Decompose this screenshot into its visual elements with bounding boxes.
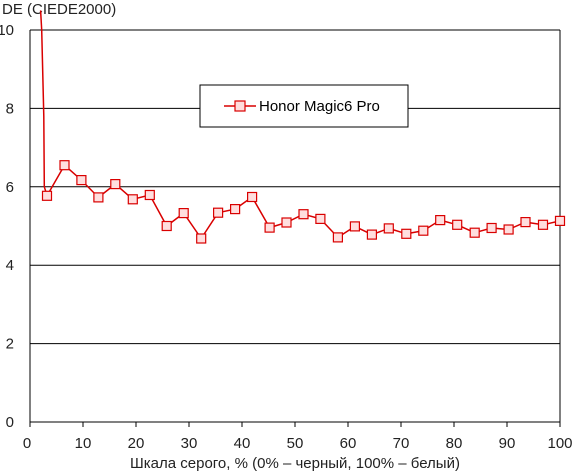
data-point [332, 232, 343, 243]
data-point [213, 207, 224, 218]
x-tick-label-50: 50 [287, 435, 304, 452]
data-point [281, 217, 292, 228]
data-point [452, 219, 463, 230]
x-tick-label-30: 30 [181, 435, 198, 452]
data-point [435, 215, 446, 226]
x-tick-label-70: 70 [393, 435, 410, 452]
data-point [178, 208, 189, 219]
data-point [503, 224, 514, 235]
data-point [349, 221, 360, 232]
y-tick-label-8: 8 [6, 100, 14, 117]
data-point [264, 222, 275, 233]
y-tick-label-2: 2 [6, 336, 14, 353]
x-tick-label-0: 0 [23, 435, 31, 452]
x-tick-label-60: 60 [340, 435, 357, 452]
data-point [110, 179, 121, 190]
data-point [247, 191, 258, 203]
data-point [93, 192, 104, 203]
y-tick-label-10: 10 [0, 22, 14, 39]
x-tick-label-80: 80 [446, 435, 463, 452]
x-tick-label-10: 10 [75, 435, 92, 452]
x-axis-title: Шкала серого, % (0% – черный, 100% – бел… [130, 455, 460, 472]
data-point [76, 175, 87, 186]
y-axis-title: DE (CIEDE2000) [2, 1, 116, 18]
data-point [144, 189, 155, 201]
data-point [537, 219, 549, 230]
data-point [230, 204, 241, 215]
data-point [554, 215, 566, 226]
x-tick-labels: 0 10 20 30 40 50 60 70 80 90 100 [23, 435, 573, 452]
data-point [486, 222, 497, 234]
data-point [383, 223, 394, 234]
series-honor-magic6-pro [39, 10, 566, 244]
data-point [298, 209, 309, 220]
x-tick-label-40: 40 [234, 435, 251, 452]
x-tick-label-20: 20 [128, 435, 145, 452]
legend-marker [234, 100, 246, 112]
data-point [366, 229, 377, 240]
x-tick-label-90: 90 [499, 435, 516, 452]
y-tick-labels: 0 2 4 6 8 10 [0, 22, 14, 431]
y-tick-label-4: 4 [6, 257, 14, 274]
data-point [59, 160, 70, 171]
data-point [520, 217, 531, 228]
data-point [161, 220, 172, 232]
data-point [401, 228, 412, 239]
data-point [41, 190, 53, 201]
x-tick-label-100: 100 [547, 435, 572, 452]
y-tick-label-6: 6 [6, 179, 14, 196]
data-point [315, 213, 326, 224]
data-point [418, 225, 429, 236]
axes [29, 30, 561, 427]
legend: Honor Magic6 Pro [199, 84, 409, 128]
y-tick-label-0: 0 [6, 414, 14, 431]
legend-label: Honor Magic6 Pro [259, 98, 380, 115]
data-point [469, 227, 480, 238]
data-point [127, 194, 138, 205]
data-point [196, 233, 207, 244]
